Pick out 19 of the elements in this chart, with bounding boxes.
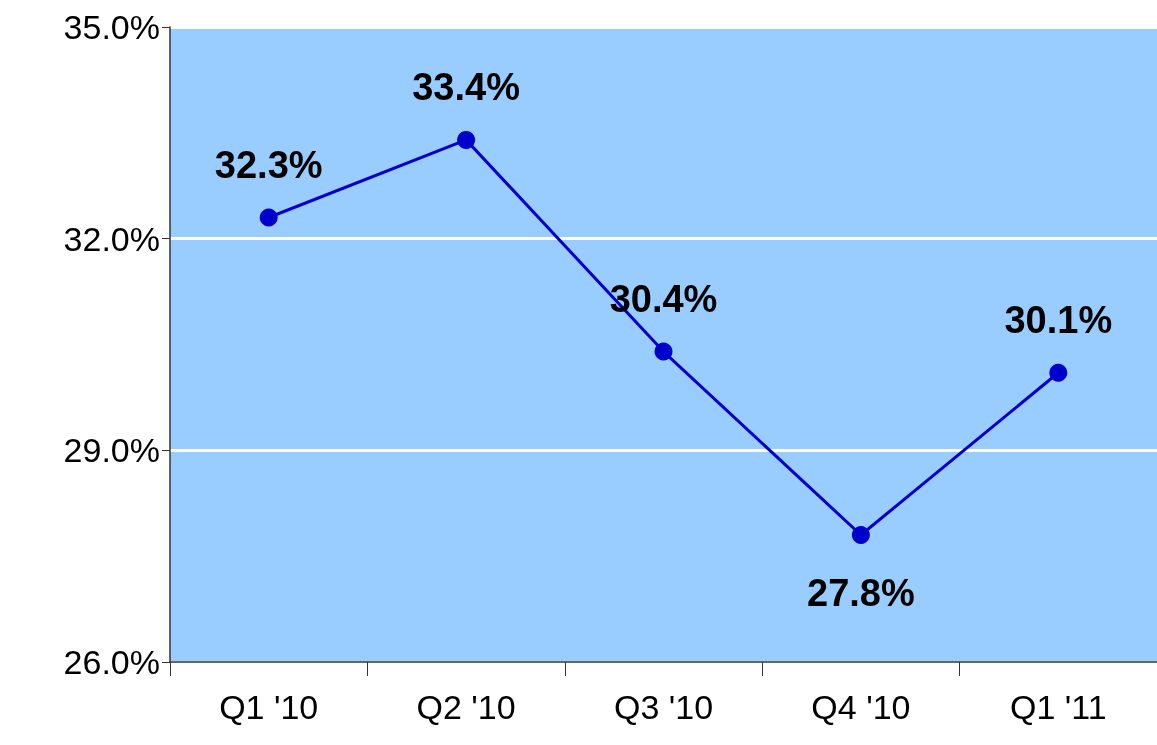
text: 32.3% [214,143,323,186]
text: 30.1% [1004,298,1113,341]
point [851,526,870,544]
point [654,342,673,361]
point [457,130,476,149]
y-tick-label: 26.0% [63,643,160,681]
point [259,208,278,227]
x-tick-label: Q3 '10 [613,688,714,726]
x-tick-label: Q1 '11 [1010,688,1107,726]
text: 30.4% [609,277,718,320]
x-tick-label: Q1 '10 [219,688,319,726]
point [1049,363,1068,382]
text: 33.4% [412,65,520,108]
y-tick-label: 32.0% [63,219,160,258]
y-tick-label: 29.0% [63,431,160,470]
text: 27.8% [807,572,915,614]
x-tick-label: Q2 '10 [416,688,516,726]
y-tick-label: 35.0% [63,8,160,46]
x-tick-label: Q4 '10 [811,688,911,726]
